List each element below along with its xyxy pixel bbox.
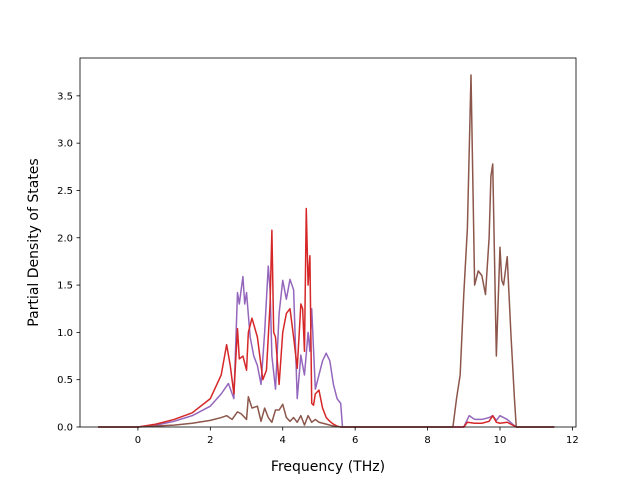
- x-tick-label: 6: [352, 435, 358, 446]
- y-tick-label: 2.5: [57, 186, 73, 197]
- series-layer: [98, 74, 555, 428]
- y-tick-label: 0.0: [57, 423, 73, 434]
- x-tick-label: 0: [135, 435, 141, 446]
- y-axis-label: Partial Density of States: [26, 158, 42, 326]
- y-tick-label: 1.5: [57, 281, 73, 292]
- x-tick-label: 8: [424, 435, 430, 446]
- y-tick-label: 1.0: [57, 328, 73, 339]
- x-axis-label: Frequency (THz): [271, 459, 385, 475]
- x-tick-label: 10: [494, 435, 507, 446]
- y-tick-label: 3.5: [57, 91, 73, 102]
- series-line-3: [98, 74, 555, 428]
- x-tick-label: 4: [280, 435, 286, 446]
- y-tick-label: 2.0: [57, 233, 73, 244]
- y-axis: 0.0 0.5 1.0 1.5 2.0 2.5 3.0 3.5: [57, 91, 80, 434]
- y-tick-label: 3.0: [57, 139, 73, 150]
- y-tick-label: 0.5: [57, 375, 73, 386]
- series-line-2: [98, 207, 555, 428]
- series-line-1: [98, 265, 555, 428]
- x-tick-label: 2: [207, 435, 213, 446]
- x-tick-label: 12: [566, 435, 579, 446]
- plot-area: [80, 58, 576, 427]
- axes-frame: [79, 57, 577, 428]
- x-axis: 0 2 4 6 8 10 12: [135, 427, 579, 446]
